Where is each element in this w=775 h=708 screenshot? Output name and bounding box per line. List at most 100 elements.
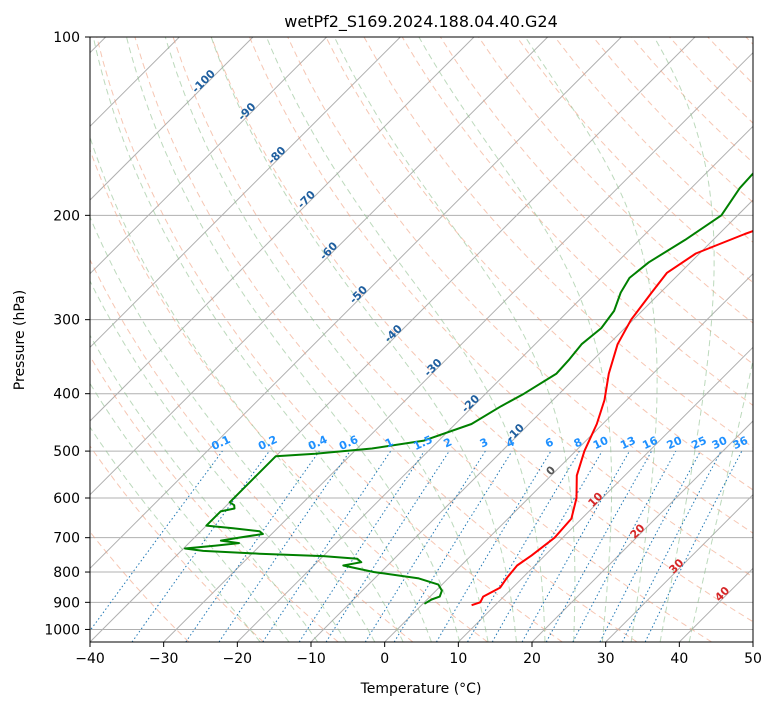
moist-adiabat <box>333 37 576 642</box>
isotherm-label: -80 <box>265 144 288 167</box>
x-tick-label: 30 <box>597 651 615 667</box>
y-tick-label: 100 <box>53 30 80 46</box>
isotherm-line <box>605 493 753 642</box>
mixing-ratio-line <box>218 450 351 642</box>
isotherm-line <box>90 37 549 496</box>
y-tick-label: 700 <box>53 531 80 547</box>
x-tick-label: −30 <box>149 651 179 667</box>
y-tick-label: 600 <box>53 491 80 507</box>
isotherm-line <box>531 420 753 642</box>
dry-adiabat <box>90 355 339 642</box>
mixing-ratio-label: 13 <box>618 434 637 452</box>
x-tick-label: 20 <box>523 651 541 667</box>
axes: −40 −30 −20 −10 0 10 20 30 40 5010020030040050060… <box>44 30 762 667</box>
isotherm-label: -70 <box>295 188 318 211</box>
isotherm-line <box>457 346 753 642</box>
mixing-ratio-line <box>325 450 450 642</box>
isotherm-label: -90 <box>235 100 258 123</box>
mixing-ratio-label: 16 <box>640 434 660 452</box>
moist-adiabat <box>524 37 658 642</box>
dry-adiabat <box>478 37 753 324</box>
moist-adiabat <box>126 37 461 642</box>
isotherm-line <box>236 125 753 642</box>
x-tick-label: 40 <box>670 651 688 667</box>
isotherm-label: 10 <box>586 490 606 510</box>
mixing-ratio-label: 20 <box>665 434 685 452</box>
isotherm-label: -40 <box>382 322 405 345</box>
mixing-ratio-label: 0.2 <box>256 433 279 453</box>
isotherm-line <box>310 199 753 642</box>
isotherm-label: 40 <box>712 584 732 604</box>
mixing-ratio-label: 30 <box>710 434 730 452</box>
mixing-ratio-label: 36 <box>731 434 751 452</box>
dry-adiabat <box>90 258 414 642</box>
isotherm-label: -20 <box>459 392 482 415</box>
mixing-ratio-label: 25 <box>689 434 708 452</box>
x-tick-label: 0 <box>380 651 389 667</box>
isotherm-line <box>752 641 753 642</box>
isotherm-line <box>384 272 753 642</box>
moist-adiabat <box>90 382 290 642</box>
dry-adiabat <box>325 37 753 491</box>
mixing-ratio-line <box>298 450 425 642</box>
isotherm-line <box>90 37 254 201</box>
series-group <box>184 172 753 607</box>
dry-adiabat <box>90 445 264 642</box>
moist-adiabat <box>653 37 715 642</box>
mixing-ratio-label: 10 <box>591 434 611 452</box>
dry-adiabat <box>669 37 753 124</box>
isotherm-line <box>90 37 696 642</box>
isotherm-line <box>90 37 622 570</box>
moist-adiabat <box>90 334 319 642</box>
dry-adiabat <box>90 531 190 642</box>
mixing-ratio-line <box>644 450 743 642</box>
mixing-ratio-line <box>131 450 270 642</box>
temperature-profile <box>471 229 753 607</box>
mixing-ratio-line <box>90 450 223 632</box>
x-tick-label: 50 <box>744 651 762 667</box>
mixing-ratio-line <box>545 450 653 642</box>
moist-adiabat <box>688 358 753 642</box>
isotherm-line <box>90 37 475 422</box>
mixing-ratio-label: 2 <box>442 435 454 450</box>
mixing-ratio-label: 3 <box>478 435 490 450</box>
y-tick-label: 800 <box>53 565 80 581</box>
dry-adiabat <box>516 37 753 284</box>
mixing-ratio-line <box>521 450 630 642</box>
x-tick-label: −10 <box>296 651 326 667</box>
plot-area <box>90 37 753 642</box>
x-tick-label: −40 <box>75 651 105 667</box>
dry-adiabat <box>287 37 753 534</box>
x-tick-label: −20 <box>223 651 253 667</box>
y-tick-label: 500 <box>53 444 80 460</box>
isotherm-label: -30 <box>421 356 444 379</box>
mixing-ratio-label: 8 <box>572 435 584 450</box>
dry-adiabat <box>90 148 488 642</box>
isotherm-line <box>163 51 753 642</box>
isotherm-label: -60 <box>317 239 340 262</box>
x-axis-label: Temperature (°C) <box>360 681 482 697</box>
dry-adiabat <box>96 37 563 642</box>
moist-adiabat <box>90 135 404 642</box>
chart-title: wetPf2_S169.2024.188.04.40.G24 <box>284 12 558 32</box>
mixing-ratio-line <box>393 450 513 642</box>
moist-adiabat <box>164 37 489 642</box>
mixing-ratio-line <box>572 450 677 642</box>
moist-adiabat <box>92 37 432 642</box>
y-tick-label: 300 <box>53 313 80 329</box>
mixing-ratio-line <box>599 450 701 642</box>
mixing-ratio-label: 0.1 <box>209 433 232 453</box>
dry-adiabat <box>172 37 712 642</box>
dry-adiabat <box>249 37 753 578</box>
moist-adiabat <box>90 215 376 642</box>
y-axis-label: Pressure (hPa) <box>12 290 28 390</box>
moist-adiabat <box>266 37 546 642</box>
isotherm-label: 20 <box>628 521 648 541</box>
mixing-ratio-line <box>435 450 552 642</box>
isotherm-label: 30 <box>666 556 686 576</box>
moist-adiabat <box>90 426 261 642</box>
mixing-ratio-label: 1.5 <box>411 433 434 453</box>
mixing-ratio-label: 6 <box>543 435 556 450</box>
mixing-ratio-label: 0.4 <box>306 433 329 453</box>
